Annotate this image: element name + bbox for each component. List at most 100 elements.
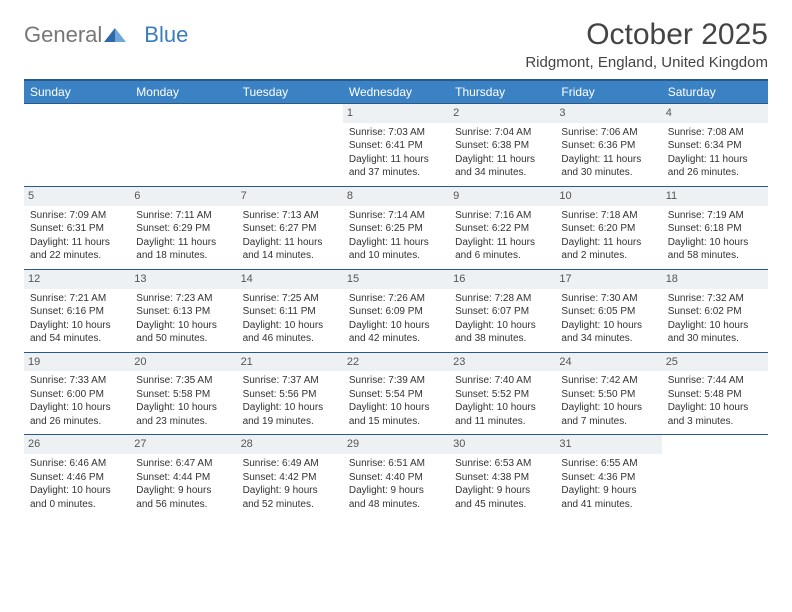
daylight-text: Daylight: 10 hours and 0 minutes. [30, 484, 124, 511]
daylight-text: Daylight: 10 hours and 50 minutes. [136, 319, 230, 346]
sunset-text: Sunset: 6:07 PM [455, 305, 549, 319]
day-cell-1: 1Sunrise: 7:03 AMSunset: 6:41 PMDaylight… [343, 104, 449, 187]
day-cell-3: 3Sunrise: 7:06 AMSunset: 6:36 PMDaylight… [555, 104, 661, 187]
sunrise-text: Sunrise: 7:25 AM [243, 292, 337, 306]
day-number: 9 [449, 187, 555, 206]
day-cell-24: 24Sunrise: 7:42 AMSunset: 5:50 PMDayligh… [555, 352, 661, 435]
week-row: 1Sunrise: 7:03 AMSunset: 6:41 PMDaylight… [24, 104, 768, 187]
daylight-text: Daylight: 10 hours and 19 minutes. [243, 401, 337, 428]
daylight-text: Daylight: 9 hours and 56 minutes. [136, 484, 230, 511]
daylight-text: Daylight: 10 hours and 34 minutes. [561, 319, 655, 346]
daylight-text: Daylight: 10 hours and 42 minutes. [349, 319, 443, 346]
day-number: 7 [237, 187, 343, 206]
sunrise-text: Sunrise: 7:14 AM [349, 209, 443, 223]
day-header-tuesday: Tuesday [237, 80, 343, 104]
day-cell-21: 21Sunrise: 7:37 AMSunset: 5:56 PMDayligh… [237, 352, 343, 435]
sunset-text: Sunset: 6:18 PM [668, 222, 762, 236]
day-cell-17: 17 Sunrise: 7:30 AMSunset: 6:05 PMDayligh… [555, 269, 661, 352]
day-cell-15: 15Sunrise: 7:26 AMSunset: 6:09 PMDayligh… [343, 269, 449, 352]
day-number: 13 [130, 270, 236, 289]
day-number: 12 [24, 270, 130, 289]
empty-cell [662, 435, 768, 517]
day-header-saturday: Saturday [662, 80, 768, 104]
sunrise-text: Sunrise: 7:18 AM [561, 209, 655, 223]
sunset-text: Sunset: 6:20 PM [561, 222, 655, 236]
empty-cell [130, 104, 236, 187]
header: General Blue October 2025 Ridgmont, Engl… [24, 18, 768, 71]
day-cell-2: 2Sunrise: 7:04 AMSunset: 6:38 PMDaylight… [449, 104, 555, 187]
day-cell-13: 13Sunrise: 7:23 AMSunset: 6:13 PMDayligh… [130, 269, 236, 352]
day-number: 24 [555, 353, 661, 372]
week-row: 26Sunrise: 6:46 AMSunset: 4:46 PMDayligh… [24, 435, 768, 517]
day-cell-25: 25Sunrise: 7:44 AMSunset: 5:48 PMDayligh… [662, 352, 768, 435]
daylight-text: Daylight: 10 hours and 23 minutes. [136, 401, 230, 428]
day-number: 22 [343, 353, 449, 372]
sunrise-text: Sunrise: 7:30 AM [561, 292, 655, 306]
day-cell-30: 30Sunrise: 6:53 AMSunset: 4:38 PMDayligh… [449, 435, 555, 517]
sunrise-text: Sunrise: 7:26 AM [349, 292, 443, 306]
sunrise-text: Sunrise: 6:51 AM [349, 457, 443, 471]
day-cell-22: 22 Sunrise: 7:39 AMSunset: 5:54 PMDayligh… [343, 352, 449, 435]
sunrise-text: Sunrise: 7:39 AM [349, 374, 443, 388]
sunset-text: Sunset: 5:48 PM [668, 388, 762, 402]
sunrise-text: Sunrise: 6:53 AM [455, 457, 549, 471]
sunrise-text: Sunrise: 7:21 AM [30, 292, 124, 306]
day-cell-20: 20Sunrise: 7:35 AMSunset: 5:58 PMDayligh… [130, 352, 236, 435]
daylight-text: Daylight: 10 hours and 15 minutes. [349, 401, 443, 428]
sunset-text: Sunset: 6:38 PM [455, 139, 549, 153]
sunset-text: Sunset: 6:02 PM [668, 305, 762, 319]
day-number: 25 [662, 353, 768, 372]
daylight-text: Daylight: 9 hours and 41 minutes. [561, 484, 655, 511]
day-number: 3 [555, 104, 661, 123]
page-title: October 2025 [525, 18, 768, 52]
sunset-text: Sunset: 6:09 PM [349, 305, 443, 319]
sunrise-text: Sunrise: 7:44 AM [668, 374, 762, 388]
day-header-sunday: Sunday [24, 80, 130, 104]
sunrise-text: Sunrise: 7:08 AM [668, 126, 762, 140]
logo-text-general: General [24, 22, 102, 48]
sunrise-text: Sunrise: 6:49 AM [243, 457, 337, 471]
day-number: 17 [555, 270, 661, 289]
day-number: 16 [449, 270, 555, 289]
daylight-text: Daylight: 11 hours and 26 minutes. [668, 153, 762, 180]
day-cell-18: 18Sunrise: 7:32 AMSunset: 6:02 PMDayligh… [662, 269, 768, 352]
day-cell-6: 6Sunrise: 7:11 AMSunset: 6:29 PMDaylight… [130, 186, 236, 269]
daylight-text: Daylight: 9 hours and 48 minutes. [349, 484, 443, 511]
day-number: 4 [662, 104, 768, 123]
sunset-text: Sunset: 6:05 PM [561, 305, 655, 319]
daylight-text: Daylight: 11 hours and 10 minutes. [349, 236, 443, 263]
sunset-text: Sunset: 6:16 PM [30, 305, 124, 319]
day-header-thursday: Thursday [449, 80, 555, 104]
week-row: 5Sunrise: 7:09 AMSunset: 6:31 PMDaylight… [24, 186, 768, 269]
sunset-text: Sunset: 6:13 PM [136, 305, 230, 319]
day-cell-23: 23Sunrise: 7:40 AMSunset: 5:52 PMDayligh… [449, 352, 555, 435]
week-row: 19Sunrise: 7:33 AMSunset: 6:00 PMDayligh… [24, 352, 768, 435]
sunrise-text: Sunrise: 7:33 AM [30, 374, 124, 388]
day-number: 27 [130, 435, 236, 454]
daylight-text: Daylight: 11 hours and 18 minutes. [136, 236, 230, 263]
daylight-text: Daylight: 11 hours and 30 minutes. [561, 153, 655, 180]
day-header-row: SundayMondayTuesdayWednesdayThursdayFrid… [24, 80, 768, 104]
sunrise-text: Sunrise: 7:28 AM [455, 292, 549, 306]
sunset-text: Sunset: 4:44 PM [136, 471, 230, 485]
sunset-text: Sunset: 5:54 PM [349, 388, 443, 402]
day-number: 10 [555, 187, 661, 206]
sunrise-text: Sunrise: 7:11 AM [136, 209, 230, 223]
sunrise-text: Sunrise: 6:47 AM [136, 457, 230, 471]
day-number: 23 [449, 353, 555, 372]
daylight-text: Daylight: 10 hours and 54 minutes. [30, 319, 124, 346]
day-number: 31 [555, 435, 661, 454]
day-number: 14 [237, 270, 343, 289]
day-header-friday: Friday [555, 80, 661, 104]
daylight-text: Daylight: 10 hours and 58 minutes. [668, 236, 762, 263]
day-cell-27: 27 Sunrise: 6:47 AMSunset: 4:44 PMDayligh… [130, 435, 236, 517]
day-cell-19: 19Sunrise: 7:33 AMSunset: 6:00 PMDayligh… [24, 352, 130, 435]
logo-icon [104, 22, 126, 48]
sunrise-text: Sunrise: 7:03 AM [349, 126, 443, 140]
daylight-text: Daylight: 10 hours and 7 minutes. [561, 401, 655, 428]
logo: General Blue [24, 22, 188, 48]
sunset-text: Sunset: 6:22 PM [455, 222, 549, 236]
sunset-text: Sunset: 6:41 PM [349, 139, 443, 153]
day-cell-29: 29Sunrise: 6:51 AMSunset: 4:40 PMDayligh… [343, 435, 449, 517]
sunset-text: Sunset: 5:50 PM [561, 388, 655, 402]
